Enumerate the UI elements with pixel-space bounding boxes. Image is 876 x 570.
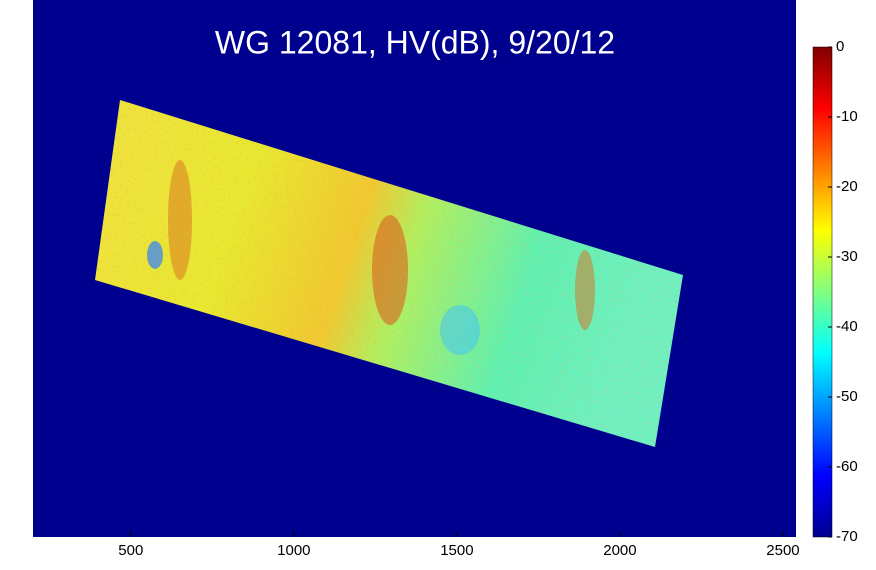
colorbar-tick-label: -50 xyxy=(836,388,858,405)
colorbar-tick-label: -30 xyxy=(836,248,858,265)
chart-title: WG 12081, HV(dB), 9/20/12 xyxy=(215,24,615,60)
colorbar-tick-label: -40 xyxy=(836,318,858,335)
x-tick-label: 2000 xyxy=(603,542,636,559)
x-tick-label: 2500 xyxy=(766,542,799,559)
colorbar-tick-label: -10 xyxy=(836,108,858,125)
x-tick-label: 1000 xyxy=(277,542,310,559)
colorbar-scale xyxy=(812,46,833,538)
x-tick-label: 1500 xyxy=(440,542,473,559)
colorbar: 0 -10 -20 -30 -40 -50 -60 -70 xyxy=(812,38,858,545)
colorbar-tick-label: -20 xyxy=(836,178,858,195)
colorbar-tick-label: 0 xyxy=(836,38,844,55)
x-tick-label: 500 xyxy=(118,542,143,559)
colorbar-tick-label: -60 xyxy=(836,458,858,475)
colorbar-tick-label: -70 xyxy=(836,528,858,545)
